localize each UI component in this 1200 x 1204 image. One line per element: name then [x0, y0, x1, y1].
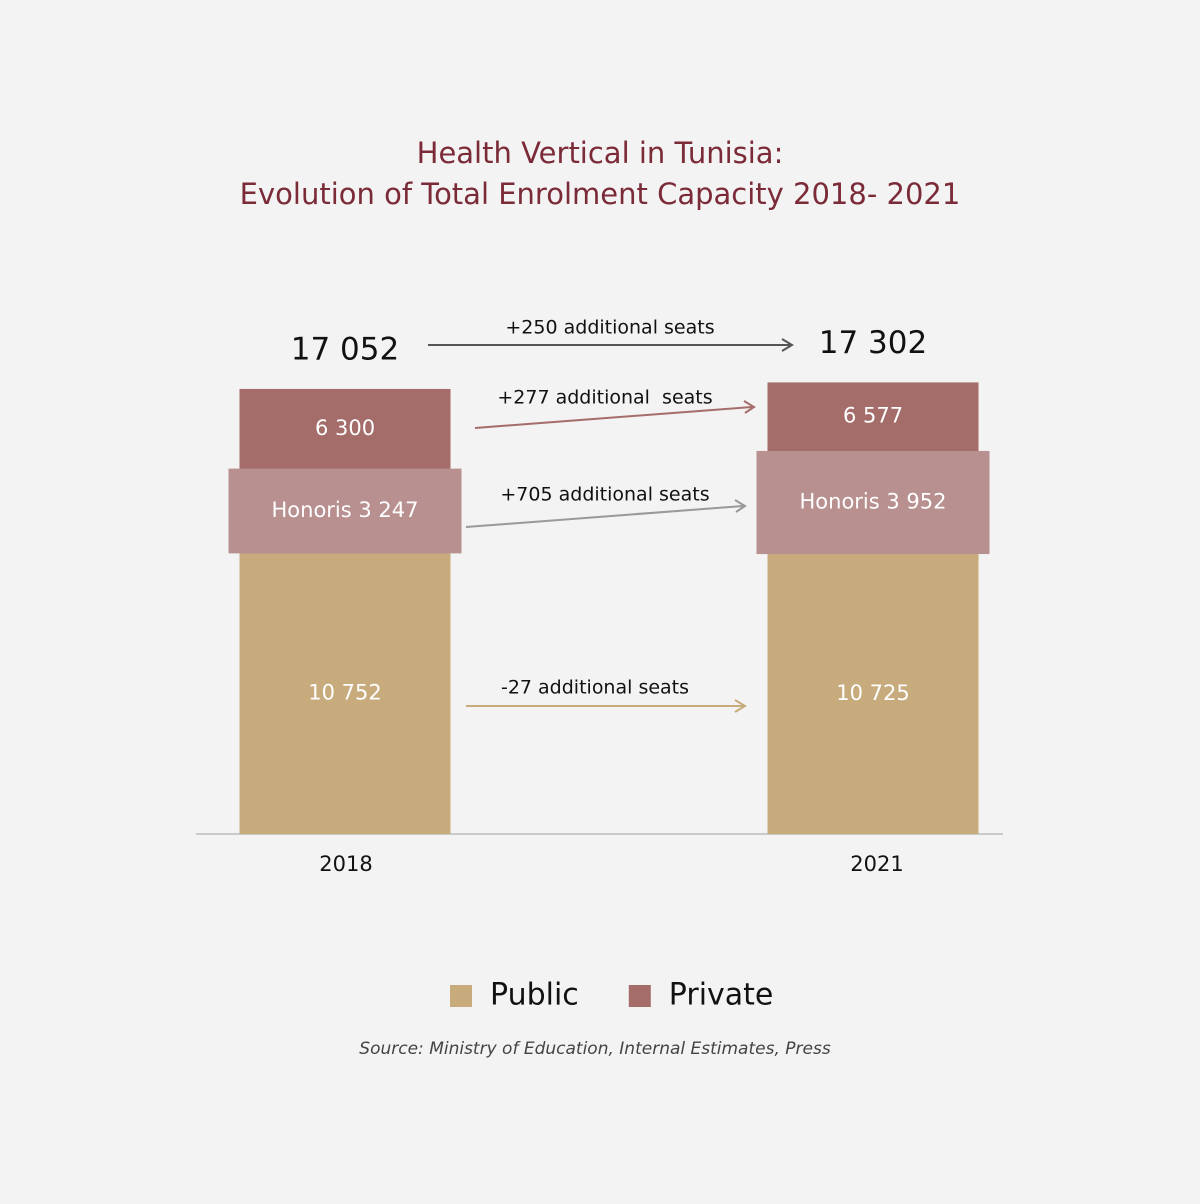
change-arrows [428, 338, 794, 713]
legend-swatch [628, 985, 651, 1007]
bar-segment [228, 468, 462, 554]
arrow-head [734, 499, 747, 513]
arrow [465, 505, 744, 528]
total-label: 17 052 [291, 331, 399, 367]
total-label: 17 302 [819, 325, 927, 361]
arrow-head [781, 338, 794, 352]
annotation: +250 additional seats [505, 317, 714, 339]
annotation: +277 additional seats [497, 387, 712, 409]
bar-segment [756, 450, 990, 555]
legend-swatch [450, 985, 472, 1007]
arrow-head [743, 400, 756, 414]
legend-label: Public [490, 978, 579, 1013]
legend-label: Private [669, 978, 774, 1013]
annotation: -27 additional seats [501, 677, 689, 699]
annotation: +705 additional seats [500, 484, 709, 506]
chart-title: Evolution of Total Enrolment Capacity 20… [240, 177, 961, 211]
bar-segment [239, 553, 451, 834]
bar-segment [767, 554, 979, 834]
value-label: Honoris 3 247 [272, 498, 419, 522]
value-label: 10 752 [308, 681, 381, 705]
arrow [474, 406, 753, 429]
x-tick-label: 2021 [850, 852, 903, 876]
arrow-head [734, 699, 747, 713]
value-label: 6 300 [315, 416, 375, 440]
value-label: 6 577 [843, 404, 903, 428]
value-label: 10 725 [836, 681, 909, 705]
chart-title: Health Vertical in Tunisia: [417, 136, 784, 170]
value-label: Honoris 3 952 [800, 490, 947, 514]
source: Source: Ministry of Education, Internal … [359, 1039, 831, 1059]
x-tick-label: 2018 [319, 852, 372, 876]
